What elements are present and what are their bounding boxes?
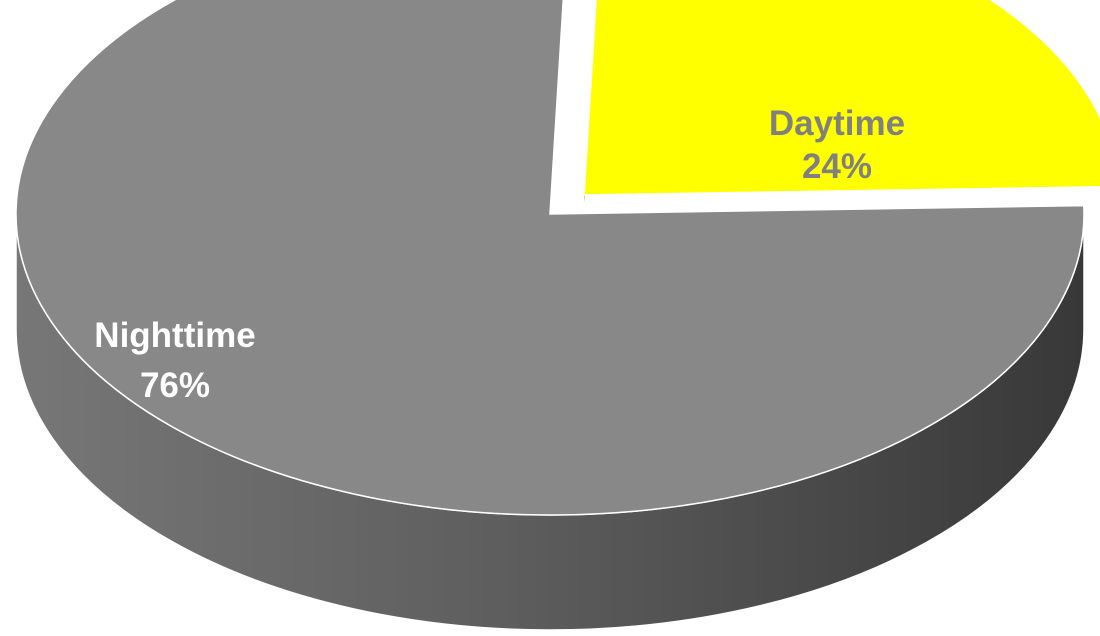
slice-label-nighttime-percent: 76% bbox=[140, 366, 210, 405]
slice-label-nighttime-name: Nighttime bbox=[94, 316, 255, 355]
slice-label-daytime-percent: 24% bbox=[802, 147, 872, 186]
slice-daytime bbox=[583, 0, 1100, 196]
slice-nighttime bbox=[15, 0, 1085, 516]
slice-label-daytime-name: Daytime bbox=[769, 104, 905, 143]
